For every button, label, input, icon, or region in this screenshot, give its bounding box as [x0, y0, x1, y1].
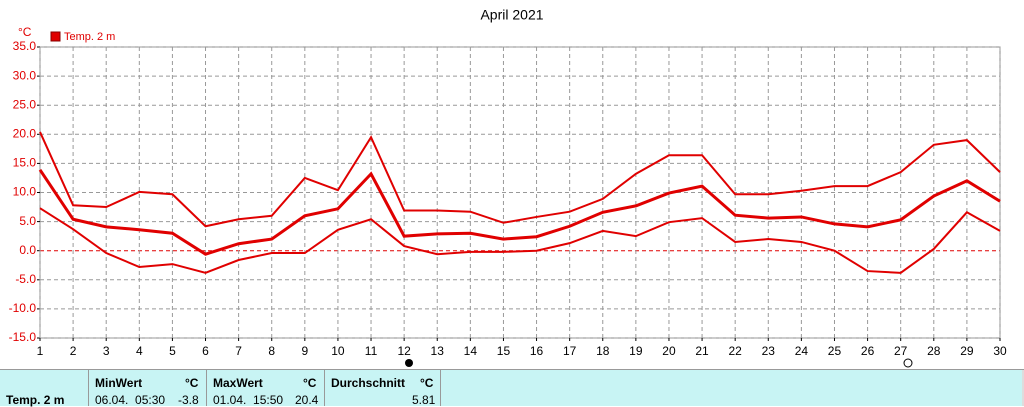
x-tick-label: 9 [301, 344, 308, 358]
row-label: Temp. 2 m [6, 393, 65, 407]
x-tick-label: 5 [169, 344, 176, 358]
col-title: MinWert [95, 376, 143, 390]
y-tick-label: -10.0 [9, 301, 37, 315]
y-tick-label: 20.0 [13, 126, 37, 140]
legend-label: Temp. 2 m [64, 31, 115, 43]
x-tick-label: 22 [728, 344, 742, 358]
x-tick-label: 19 [629, 344, 643, 358]
y-tick-label: 30.0 [13, 68, 37, 82]
x-tick-label: 7 [235, 344, 242, 358]
series-line [39, 131, 1001, 228]
y-tick-label: 5.0 [19, 214, 36, 228]
series-line [38, 168, 1001, 256]
y-tick-label: 25.0 [13, 97, 37, 111]
y-tick-label: 0.0 [19, 243, 36, 257]
summary-table: Temp. 2 m MinWert °C 06.04. 05:30 -3.8 M… [0, 369, 1024, 407]
x-tick-label: 29 [960, 344, 974, 358]
max-time: 01.04. 15:50 [213, 393, 284, 407]
x-tick-label: 15 [497, 344, 511, 358]
x-tick-label: 17 [563, 344, 577, 358]
x-tick-label: 8 [268, 344, 275, 358]
x-tick-label: 4 [136, 344, 143, 358]
y-unit: °C [18, 25, 32, 39]
separator [440, 370, 441, 406]
legend-swatch [50, 31, 61, 42]
y-tick-label: -15.0 [9, 330, 37, 344]
x-tick-label: 2 [70, 344, 77, 358]
x-tick-label: 23 [762, 344, 776, 358]
x-tick-label: 20 [662, 344, 676, 358]
series-line [39, 207, 1001, 274]
moon-icon [405, 359, 413, 367]
x-tick-label: 6 [202, 344, 209, 358]
x-tick-label: 10 [331, 344, 345, 358]
chart-title: April 2021 [480, 7, 543, 23]
x-tick-label: 16 [530, 344, 544, 358]
y-tick-label: 35.0 [13, 39, 37, 53]
x-tick-label: 30 [993, 344, 1007, 358]
moon-icon [903, 358, 913, 368]
edge [1022, 370, 1024, 406]
avg-value: 5.81 [412, 393, 436, 407]
separator [324, 370, 325, 406]
y-tick-label: 10.0 [13, 185, 37, 199]
x-tick-label: 25 [828, 344, 842, 358]
x-tick-label: 11 [365, 344, 378, 358]
max-value: 20.4 [295, 393, 319, 407]
min-time: 06.04. 05:30 [95, 393, 166, 407]
x-tick-label: 18 [596, 344, 610, 358]
chart: April 2021 °C Temp. 2 m -15.0 -10.0 -5.0 0.… [9, 7, 1007, 368]
x-tick-label: 27 [894, 344, 908, 358]
y-tick-label: 15.0 [13, 156, 37, 170]
col-unit: °C [303, 376, 317, 390]
col-unit: °C [420, 376, 434, 390]
col-unit: °C [185, 376, 199, 390]
x-tick-label: 1 [37, 344, 44, 358]
min-value: -3.8 [178, 393, 199, 407]
separator [88, 370, 89, 406]
x-tick-label: 24 [795, 344, 809, 358]
x-tick-label: 28 [927, 344, 941, 358]
x-tick-label: 21 [695, 344, 709, 358]
col-title: MaxWert [213, 376, 263, 390]
col-title: Durchschnitt [331, 376, 406, 390]
separator [206, 370, 207, 406]
x-tick-label: 3 [103, 344, 110, 358]
x-tick-label: 13 [431, 344, 445, 358]
x-tick-label: 12 [397, 344, 411, 358]
x-tick-label: 14 [464, 344, 478, 358]
y-tick-label: -5.0 [15, 272, 36, 286]
x-tick-label: 26 [861, 344, 875, 358]
